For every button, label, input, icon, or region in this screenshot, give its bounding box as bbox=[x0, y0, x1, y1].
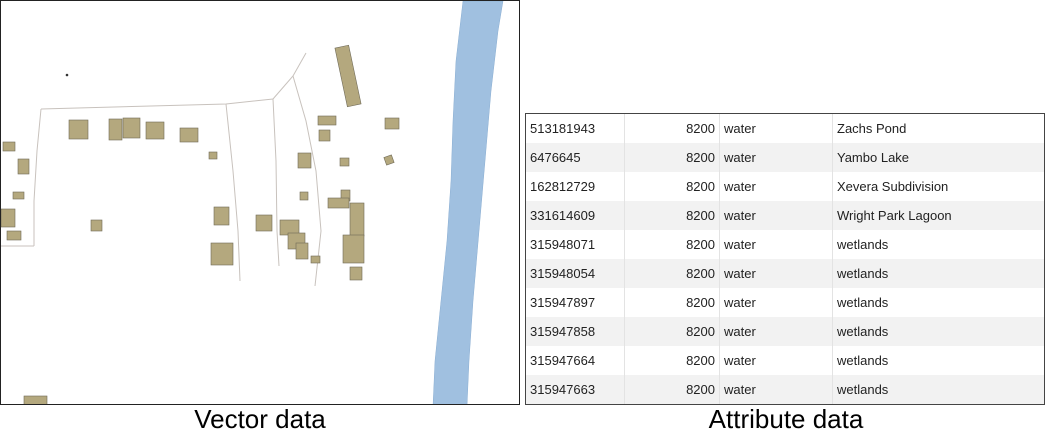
cell-code: 8200 bbox=[624, 317, 720, 346]
vector-map-panel[interactable] bbox=[0, 0, 520, 405]
cell-fclass: water bbox=[719, 346, 833, 375]
cell-fclass: water bbox=[719, 201, 833, 230]
cell-code: 8200 bbox=[624, 172, 720, 201]
cell-fclass: water bbox=[719, 375, 833, 404]
table-row[interactable]: 315948071 8200 water wetlands bbox=[526, 230, 1044, 259]
cell-name: wetlands bbox=[837, 353, 889, 368]
attribute-table-panel[interactable]: 513181943 8200 water Zachs Pond 6476645 8200 w… bbox=[525, 113, 1045, 405]
vector-data-caption: Vector data bbox=[194, 404, 326, 434]
table-row[interactable]: 315948054 8200 water wetlands bbox=[526, 259, 1044, 288]
table-row[interactable]: 513181943 8200 water Zachs Pond bbox=[526, 114, 1044, 143]
cell-code: 8200 bbox=[624, 259, 720, 288]
table-row[interactable]: 315947897 8200 water wetlands bbox=[526, 288, 1044, 317]
vector-map bbox=[1, 1, 504, 404]
building-polygons bbox=[1, 44, 400, 404]
cell-id: 315947663 bbox=[526, 375, 625, 404]
table-row[interactable]: 162812729 8200 water Xevera Subdivision bbox=[526, 172, 1044, 201]
attribute-table-body: 513181943 8200 water Zachs Pond 6476645 8200 w… bbox=[526, 114, 1044, 404]
table-row[interactable]: 315947663 8200 water wetlands bbox=[526, 375, 1044, 404]
cell-code: 8200 bbox=[624, 201, 720, 230]
cell-code: 8200 bbox=[624, 346, 720, 375]
cell-name: Yambo Lake bbox=[832, 143, 1044, 172]
attribute-data-caption: Attribute data bbox=[708, 404, 864, 434]
cell-name: wetlands bbox=[832, 375, 1044, 404]
cell-id: 315948054 bbox=[526, 259, 625, 288]
cell-id: 6476645 bbox=[526, 143, 625, 172]
cell-id: 513181943 bbox=[526, 114, 625, 143]
table-row[interactable]: 315947858 8200 water wetlands bbox=[526, 317, 1044, 346]
cell-fclass: water bbox=[719, 230, 833, 259]
table-row[interactable]: 6476645 8200 water Yambo Lake bbox=[526, 143, 1044, 172]
cell-name: wetlands bbox=[832, 259, 1044, 288]
cell-id: 331614609 bbox=[526, 201, 625, 230]
cell-fclass: water bbox=[719, 317, 833, 346]
attribute-table: 513181943 8200 water Zachs Pond 6476645 8200 w… bbox=[526, 114, 1044, 404]
cell-id: 315947897 bbox=[526, 288, 625, 317]
river-polygon bbox=[432, 1, 504, 404]
cell-fclass: water bbox=[719, 288, 833, 317]
cell-name: wetlands bbox=[832, 317, 1044, 346]
cell-code: 8200 bbox=[624, 288, 720, 317]
cell-fclass: water bbox=[719, 143, 833, 172]
cell-name: Xevera Subdivision bbox=[837, 179, 949, 194]
cell-fclass: water bbox=[719, 259, 833, 288]
point-feature bbox=[65, 73, 69, 77]
cell-name: Zachs Pond bbox=[837, 121, 907, 136]
cell-id: 315948071 bbox=[526, 230, 625, 259]
cell-fclass: water bbox=[719, 114, 833, 143]
road-lines bbox=[1, 52, 322, 287]
cell-fclass: water bbox=[719, 172, 833, 201]
cell-name: wetlands bbox=[837, 237, 889, 252]
cell-name: Wright Park Lagoon bbox=[832, 201, 1044, 230]
cell-name: wetlands bbox=[837, 295, 889, 310]
cell-id: 315947664 bbox=[526, 346, 625, 375]
cell-id: 315947858 bbox=[526, 317, 625, 346]
cell-code: 8200 bbox=[624, 143, 720, 172]
table-row[interactable]: 331614609 8200 water Wright Park Lagoon bbox=[526, 201, 1044, 230]
cell-code: 8200 bbox=[624, 114, 720, 143]
cell-code: 8200 bbox=[624, 375, 720, 404]
table-row[interactable]: 315947664 8200 water wetlands bbox=[526, 346, 1044, 375]
cell-code: 8200 bbox=[624, 230, 720, 259]
cell-id: 162812729 bbox=[526, 172, 625, 201]
